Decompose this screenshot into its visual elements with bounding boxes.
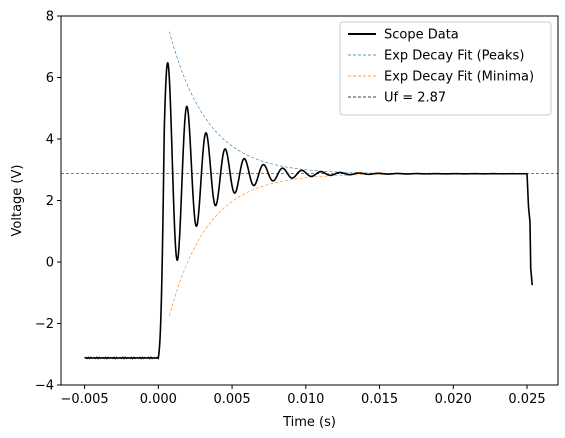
series-minima-fit xyxy=(169,173,528,316)
legend-label-scope-data: Scope Data xyxy=(384,28,459,43)
y-tick-label: 4 xyxy=(46,133,54,148)
x-tick-label: −0.005 xyxy=(61,392,109,407)
y-tick-label: −2 xyxy=(35,317,54,332)
y-tick-label: 0 xyxy=(46,256,54,271)
y-tick-label: 6 xyxy=(46,71,54,86)
x-tick-label: 0.015 xyxy=(361,392,398,407)
y-tick-label: 2 xyxy=(46,194,54,209)
x-tick-label: 0.000 xyxy=(140,392,177,407)
y-tick-label: −4 xyxy=(35,379,54,394)
x-tick-label: 0.025 xyxy=(508,392,545,407)
y-axis-label: Voltage (V) xyxy=(10,165,25,237)
y-axis-ticks: −4 −2 0 2 4 6 8 xyxy=(35,10,61,394)
series-scope-data xyxy=(84,62,533,360)
x-tick-label: 0.005 xyxy=(213,392,250,407)
x-tick-label: 0.010 xyxy=(287,392,324,407)
legend: Scope Data Exp Decay Fit (Peaks) Exp Dec… xyxy=(339,21,552,116)
y-tick-label: 8 xyxy=(46,10,54,25)
legend-label-peaks-fit: Exp Decay Fit (Peaks) xyxy=(384,49,524,64)
x-axis-ticks: −0.005 0.000 0.005 0.010 0.015 0.020 0.025 xyxy=(61,385,546,407)
x-axis-label: Time (s) xyxy=(282,415,336,430)
plot-lines xyxy=(61,31,558,360)
x-tick-label: 0.020 xyxy=(435,392,472,407)
legend-box xyxy=(339,21,552,116)
legend-label-uf-line: Uf = 2.87 xyxy=(384,91,446,106)
legend-label-minima-fit: Exp Decay Fit (Minima) xyxy=(384,70,534,85)
